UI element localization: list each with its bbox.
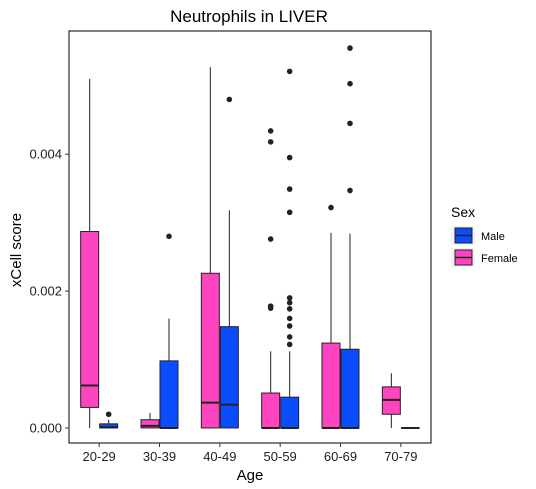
outlier-male-60-69-1 [347,120,353,127]
outlier-male-30-39-0 [166,233,172,240]
y-axis: 0.000 0.002 0.004 [29,147,69,435]
y-tick-label-0: 0.000 [29,420,62,435]
boxplot-male-40-49 [219,96,239,429]
legend-title: Sex [451,204,475,220]
x-axis-title: Age [237,467,264,484]
legend: Sex Male Female [451,204,518,267]
boxplot-female-60-69 [321,204,341,429]
series-male [99,45,420,429]
chart-title: Neutrophils in LIVER [170,7,328,26]
outlier-male-50-59-9 [286,154,293,161]
boxplot-male-60-69 [340,45,360,429]
legend-entry-female: Female [451,248,518,267]
boxplot-female-20-29 [80,78,100,428]
y-axis-title: xCell score [8,213,25,287]
x-axis: 20-29 30-39 40-49 50-59 60-69 70-79 [83,443,417,464]
outlier-male-50-59-10 [286,68,293,75]
boxplot-female-70-79 [381,373,401,428]
outlier-male-50-59-6 [286,295,293,301]
boxplot-female-50-59 [261,128,281,429]
outlier-male-50-59-2 [286,323,293,329]
boxplot-female-30-39 [140,412,160,429]
outlier-male-50-59-4 [286,306,293,312]
legend-label-female: Female [481,253,518,265]
plot-layer [80,45,420,429]
outlier-male-60-69-0 [347,187,353,194]
box-male-30-39 [159,360,179,429]
outlier-male-50-59-0 [286,341,293,348]
y-tick-label-1: 0.002 [29,284,62,299]
plot-panel [68,30,432,444]
x-tick-label-50-59: 50-59 [264,449,297,464]
legend-entry-male: Male [451,226,505,245]
boxplot-male-20-29 [99,411,119,429]
outlier-male-50-59-5 [286,299,293,306]
boxplot-male-30-39 [159,233,179,429]
box-male-60-69 [340,348,360,429]
outlier-female-50-59-4 [267,128,274,134]
outlier-male-50-59-3 [286,315,293,322]
outlier-male-60-69-2 [347,80,353,87]
y-tick-label-2: 0.004 [29,147,62,162]
outlier-female-60-69-0 [328,204,334,211]
x-tick-label-30-39: 30-39 [143,449,176,464]
outlier-female-50-59-3 [267,139,274,145]
outlier-male-50-59-7 [286,209,293,216]
box-female-40-49 [200,272,220,429]
outlier-male-20-29-0 [105,411,112,418]
x-tick-label-20-29: 20-29 [83,449,116,464]
outlier-female-50-59-2 [267,236,274,242]
box-female-20-29 [80,231,100,408]
x-tick-label-70-79: 70-79 [384,449,417,464]
box-female-50-59 [261,392,281,429]
x-tick-label-40-49: 40-49 [203,449,236,464]
x-tick-label-60-69: 60-69 [324,449,357,464]
outlier-female-50-59-1 [267,303,274,309]
outlier-male-40-49-0 [226,96,233,103]
boxplot-male-50-59 [280,68,300,429]
box-male-50-59 [280,396,300,429]
box-female-30-39 [140,419,160,429]
series-female [80,67,401,429]
box-male-40-49 [219,326,239,429]
outlier-male-50-59-8 [286,186,293,192]
box-female-60-69 [321,342,341,429]
boxplot-female-40-49 [200,67,220,429]
legend-label-male: Male [481,231,505,243]
outlier-male-50-59-1 [286,334,293,340]
outlier-male-60-69-3 [347,45,353,51]
